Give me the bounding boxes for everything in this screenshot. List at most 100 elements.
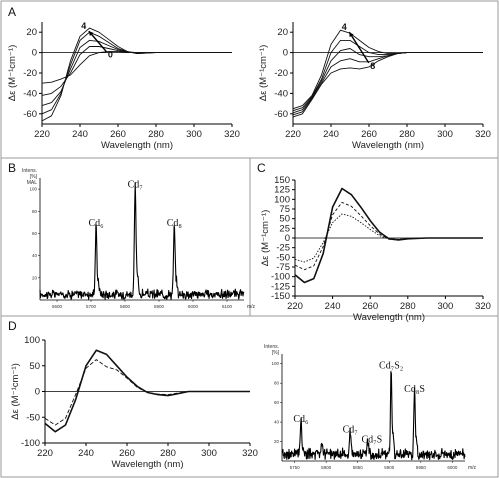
- peak-label-1: Cd₆: [293, 414, 309, 425]
- x-tick-label: 300: [437, 301, 453, 312]
- y-tick-label: 0: [32, 48, 37, 59]
- cd-spectrum-a-right: 220 240 260 280 300 320 20 0 -20 -40 -60 Wavelength…: [258, 22, 491, 151]
- x-tick-label: 5950: [416, 465, 427, 470]
- y-tick-label: 75: [279, 204, 290, 215]
- x-tick-label: 5750: [290, 465, 301, 470]
- cd-spectrum-a-left: 220 240 260 280 300 320 20 0 -20 -40 -60 Wavelength…: [7, 21, 240, 151]
- x-tick-label: 6100: [222, 304, 233, 309]
- x-tick-label: 240: [323, 129, 339, 140]
- x-tick-label: 240: [72, 129, 88, 140]
- y-tick-label: 150: [274, 175, 290, 186]
- x-tick-label: 300: [186, 129, 202, 140]
- y-tick-label: 60: [274, 400, 280, 405]
- panel-label-d: D: [8, 319, 17, 333]
- mass-spectrum-b: 5600 5700 5800 5900 6000 6100 100 80 60 40 20 m/z In…: [22, 168, 256, 310]
- y-tick-label: -150: [271, 291, 290, 302]
- x-tick-label: 220: [285, 129, 301, 140]
- curve-label-1: 4: [81, 21, 86, 31]
- x-tick-label: 280: [148, 129, 164, 140]
- y-tick-label: 40: [274, 420, 280, 425]
- y-tick-label: -25: [276, 243, 290, 254]
- x-axis-title: Wavelength (nm): [353, 312, 425, 323]
- y-tick-label: 100: [29, 187, 37, 192]
- x-tick-label: 220: [34, 129, 50, 140]
- curve-label-1: 4: [342, 22, 347, 32]
- y-tick-label: -20: [274, 68, 288, 79]
- x-tick-label: 260: [362, 301, 378, 312]
- x-axis-title: Wavelength (nm): [101, 140, 173, 151]
- y-tick-label: -50: [26, 412, 40, 423]
- y-tick-label: 25: [279, 223, 290, 234]
- y-tick-label: 80: [32, 209, 38, 214]
- x-axis-title: Wavelength (nm): [112, 459, 184, 470]
- x-tick-label: 320: [242, 448, 258, 459]
- x-tick-label: 280: [399, 129, 415, 140]
- panel-label-b: B: [8, 161, 16, 175]
- peak-label-6: Cd₈S: [404, 384, 425, 395]
- x-tick-label: 220: [287, 301, 303, 312]
- x-tick-label: 6000: [188, 304, 199, 309]
- x-tick-label: 220: [37, 448, 53, 459]
- y-tick-label: 100: [271, 361, 279, 366]
- y-tick-label: -60: [23, 109, 37, 120]
- y-tick-label: 80: [274, 381, 280, 386]
- curve-label-2: 0: [108, 50, 113, 60]
- peak-label-3: Cd₇: [343, 425, 358, 436]
- x-tick-label: 5700: [86, 304, 97, 309]
- y-tick-label: 40: [32, 253, 38, 258]
- y-tick-label: 20: [32, 275, 38, 280]
- y-tick-label: 0: [285, 233, 290, 244]
- y-tick-label: -40: [23, 88, 37, 99]
- y-tick-label: 20: [274, 439, 280, 444]
- peak-label-2: Cd₇: [128, 179, 143, 190]
- y-tick-label: 100: [24, 335, 40, 346]
- x-tick-label: 5600: [52, 304, 63, 309]
- y-tick-label: -50: [276, 252, 290, 263]
- x-tick-label: 5800: [321, 465, 332, 470]
- peak-label-4: Cd₇S: [361, 434, 382, 445]
- y-tick-label: 100: [274, 194, 290, 205]
- peak-label-1: Cd₆: [89, 218, 105, 229]
- y-tick-label: 20: [277, 27, 288, 38]
- y-axis-title: Δε (M⁻¹cm⁻¹): [260, 210, 271, 266]
- x-tick-label: 280: [160, 448, 176, 459]
- spectrum-trace: [281, 371, 466, 461]
- x-tick-label: 5800: [120, 304, 131, 309]
- curve-label-2: 8: [370, 61, 375, 71]
- y-tick-label: 60: [32, 231, 38, 236]
- series-line-3: [294, 213, 483, 263]
- x-tick-label: 260: [361, 129, 377, 140]
- y-axis-title: Δε (M⁻¹cm⁻¹): [258, 45, 269, 101]
- y-tick-label: 0: [283, 48, 288, 59]
- y-axis-title: Δε (M⁻¹cm⁻¹): [7, 45, 18, 101]
- peak-label-5: Cd₇S₂: [379, 360, 403, 371]
- y-axis-title-line-1: Intens.: [264, 344, 279, 350]
- series-line-2: [294, 201, 483, 271]
- y-axis-title: Δε (M⁻¹cm⁻¹): [10, 363, 21, 419]
- y-axis-title-line-3: MAL: [27, 180, 38, 186]
- series-line-5: [292, 52, 483, 118]
- series-line-2: [44, 359, 250, 426]
- y-axis-title-line-2: [%]: [272, 350, 280, 356]
- arrow-line: [348, 31, 370, 64]
- x-tick-label: 240: [325, 301, 341, 312]
- x-tick-label: 320: [475, 129, 491, 140]
- y-tick-label: 0: [35, 387, 40, 398]
- y-tick-label: 50: [29, 361, 40, 372]
- y-tick-label: -125: [271, 281, 290, 292]
- y-axis-title-line-2: [%]: [30, 174, 38, 180]
- y-tick-label: 50: [279, 214, 290, 225]
- x-tick-label: 300: [437, 129, 453, 140]
- y-axis-title-line-1: Intens.: [22, 168, 37, 174]
- x-tick-label: 5900: [384, 465, 395, 470]
- panel-label-c: C: [257, 161, 266, 175]
- spectrum-trace: [39, 181, 245, 300]
- peak-label-3: Cd₈: [167, 218, 183, 229]
- arrow-line: [88, 30, 107, 53]
- y-tick-label: -75: [276, 262, 290, 273]
- y-tick-label: -20: [23, 68, 37, 79]
- cd-spectrum-c: 220 240 260 280 300 320 1501251007550250-25-50…: [260, 175, 491, 323]
- y-tick-label: 20: [26, 27, 37, 38]
- y-tick-label: 125: [274, 185, 290, 196]
